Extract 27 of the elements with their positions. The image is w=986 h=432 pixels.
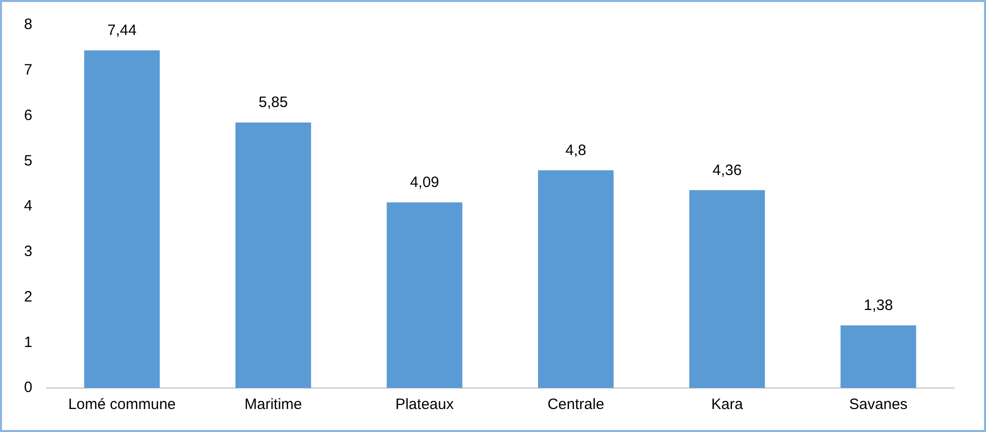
bar bbox=[538, 170, 614, 388]
x-tick-label: Lomé commune bbox=[68, 396, 176, 414]
data-label: 5,85 bbox=[258, 94, 288, 112]
y-tick-label: 7 bbox=[24, 62, 32, 79]
data-label: 4,36 bbox=[712, 162, 742, 179]
x-tick-label: Savanes bbox=[849, 396, 908, 414]
y-tick-label: 4 bbox=[24, 198, 32, 215]
bar bbox=[84, 50, 160, 388]
data-label: 4,8 bbox=[565, 142, 586, 159]
y-tick-label: 5 bbox=[24, 152, 32, 170]
y-tick-label: 8 bbox=[24, 16, 32, 34]
x-tick-label: Maritime bbox=[244, 396, 302, 414]
bar bbox=[235, 122, 312, 388]
bar bbox=[689, 190, 765, 388]
bar bbox=[840, 325, 916, 388]
data-label: 7,44 bbox=[107, 22, 137, 40]
x-tick-label: Centrale bbox=[547, 396, 604, 414]
data-label: 1,38 bbox=[864, 297, 893, 314]
y-tick-label: 2 bbox=[24, 288, 32, 306]
bar bbox=[386, 202, 462, 388]
y-tick-label: 3 bbox=[24, 243, 32, 260]
x-tick-label: Plateaux bbox=[395, 396, 454, 414]
x-tick-label: Kara bbox=[711, 396, 744, 414]
y-tick-label: 0 bbox=[24, 379, 32, 396]
y-tick-label: 6 bbox=[24, 106, 32, 124]
y-tick-label: 1 bbox=[24, 334, 32, 351]
data-label: 4,09 bbox=[410, 174, 440, 192]
